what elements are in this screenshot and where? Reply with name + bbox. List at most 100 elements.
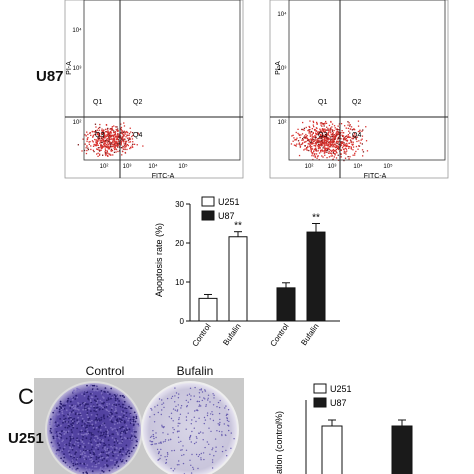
scatter-event bbox=[123, 141, 125, 143]
colony-dot bbox=[204, 389, 206, 391]
colony-dot bbox=[104, 444, 107, 446]
scatter-event bbox=[325, 148, 328, 150]
scatter-event bbox=[333, 135, 335, 138]
colony-dot bbox=[83, 395, 86, 397]
scatter-event bbox=[335, 146, 338, 149]
colony-dot bbox=[116, 439, 119, 442]
scatter-event bbox=[113, 138, 115, 141]
colony-dot bbox=[105, 452, 108, 455]
scatter-event bbox=[116, 145, 118, 147]
colony-dot bbox=[109, 413, 112, 415]
colony-dot bbox=[99, 452, 102, 455]
scatter-event bbox=[343, 148, 345, 150]
scatter-event bbox=[121, 130, 123, 133]
scatter-event bbox=[293, 137, 295, 139]
scatter-event bbox=[114, 137, 116, 139]
scatter-event bbox=[330, 139, 332, 141]
scatter-event bbox=[113, 134, 116, 136]
scatter-event bbox=[110, 142, 113, 144]
y-tick-label: 10 bbox=[175, 278, 184, 287]
colony-dot bbox=[69, 438, 72, 441]
scatter-event bbox=[325, 140, 328, 142]
scatter-event bbox=[315, 132, 317, 134]
colony-dot bbox=[82, 450, 85, 453]
scatter-event bbox=[332, 132, 334, 134]
scatter-event bbox=[117, 146, 119, 148]
colony-dot bbox=[172, 427, 174, 429]
colony-dot bbox=[62, 454, 65, 457]
colony-dot bbox=[88, 424, 91, 427]
scatter-event bbox=[307, 143, 309, 145]
scatter-event bbox=[142, 145, 144, 147]
scatter-event bbox=[83, 149, 86, 152]
scatter-event bbox=[95, 126, 97, 128]
colony-dot bbox=[105, 408, 108, 411]
colony-dot bbox=[106, 392, 109, 395]
scatter-event bbox=[110, 132, 113, 134]
scatter-event bbox=[329, 130, 331, 132]
scatter-event bbox=[322, 139, 324, 141]
scatter-event bbox=[347, 121, 349, 123]
colony-dot bbox=[79, 462, 82, 465]
panel-letter-c: C bbox=[18, 384, 34, 409]
colony-dot bbox=[52, 411, 55, 414]
scatter-event bbox=[120, 142, 122, 144]
colony-dot bbox=[88, 449, 91, 452]
colony-dot bbox=[105, 449, 107, 452]
scatter-event bbox=[108, 138, 110, 140]
colony-dot bbox=[174, 409, 177, 411]
colony-dot bbox=[107, 448, 110, 451]
colony-dot bbox=[108, 444, 110, 446]
scatter-event bbox=[355, 145, 358, 148]
scatter-event bbox=[111, 134, 113, 136]
colony-dot bbox=[123, 436, 126, 439]
scatter-event bbox=[99, 153, 101, 155]
colony-dot bbox=[150, 407, 152, 410]
colony-dot bbox=[54, 434, 57, 436]
scatter-event bbox=[90, 134, 92, 136]
colony-dot bbox=[77, 409, 80, 411]
scatter-event bbox=[108, 132, 110, 134]
scatter-event bbox=[352, 154, 354, 156]
colony-dot bbox=[210, 430, 212, 433]
scatter-event bbox=[332, 138, 334, 140]
scatter-event bbox=[93, 131, 95, 133]
scatter-event bbox=[99, 140, 101, 142]
scatter-event bbox=[321, 122, 324, 125]
scatter-event bbox=[81, 150, 83, 152]
colony-dot bbox=[96, 402, 98, 404]
colony-dot bbox=[71, 420, 74, 423]
scatter-event bbox=[324, 144, 326, 146]
colony-dot bbox=[172, 408, 175, 410]
flow-x-axis-label: FITC-A bbox=[152, 173, 175, 180]
scatter-event bbox=[312, 141, 314, 143]
colony-dot bbox=[150, 443, 152, 446]
scatter-event bbox=[100, 140, 102, 142]
colony-dot bbox=[85, 432, 88, 435]
scatter-event bbox=[322, 150, 324, 153]
scatter-event bbox=[104, 148, 106, 150]
scatter-event bbox=[357, 120, 360, 122]
colony-dot bbox=[103, 417, 106, 420]
scatter-event bbox=[122, 150, 124, 153]
scatter-event bbox=[324, 131, 326, 133]
scatter-event bbox=[105, 128, 107, 130]
scatter-event bbox=[123, 146, 126, 148]
scatter-event bbox=[116, 141, 118, 143]
colony-dot bbox=[56, 435, 59, 438]
scatter-event bbox=[124, 143, 127, 145]
colony-dot bbox=[89, 399, 92, 401]
scatter-event bbox=[297, 128, 299, 130]
x-tick-label: Control bbox=[190, 322, 212, 348]
scatter-event bbox=[122, 147, 124, 149]
scatter-event bbox=[95, 141, 97, 143]
colony-dot bbox=[123, 420, 126, 422]
scatter-event bbox=[331, 123, 334, 125]
colony-dot bbox=[80, 433, 83, 436]
colony-dot bbox=[85, 466, 87, 469]
scatter-event bbox=[334, 153, 336, 155]
colony-dot bbox=[151, 435, 153, 437]
flow-y-tick: 10⁴ bbox=[72, 27, 82, 34]
scatter-event bbox=[113, 141, 115, 143]
scatter-event bbox=[327, 143, 329, 145]
